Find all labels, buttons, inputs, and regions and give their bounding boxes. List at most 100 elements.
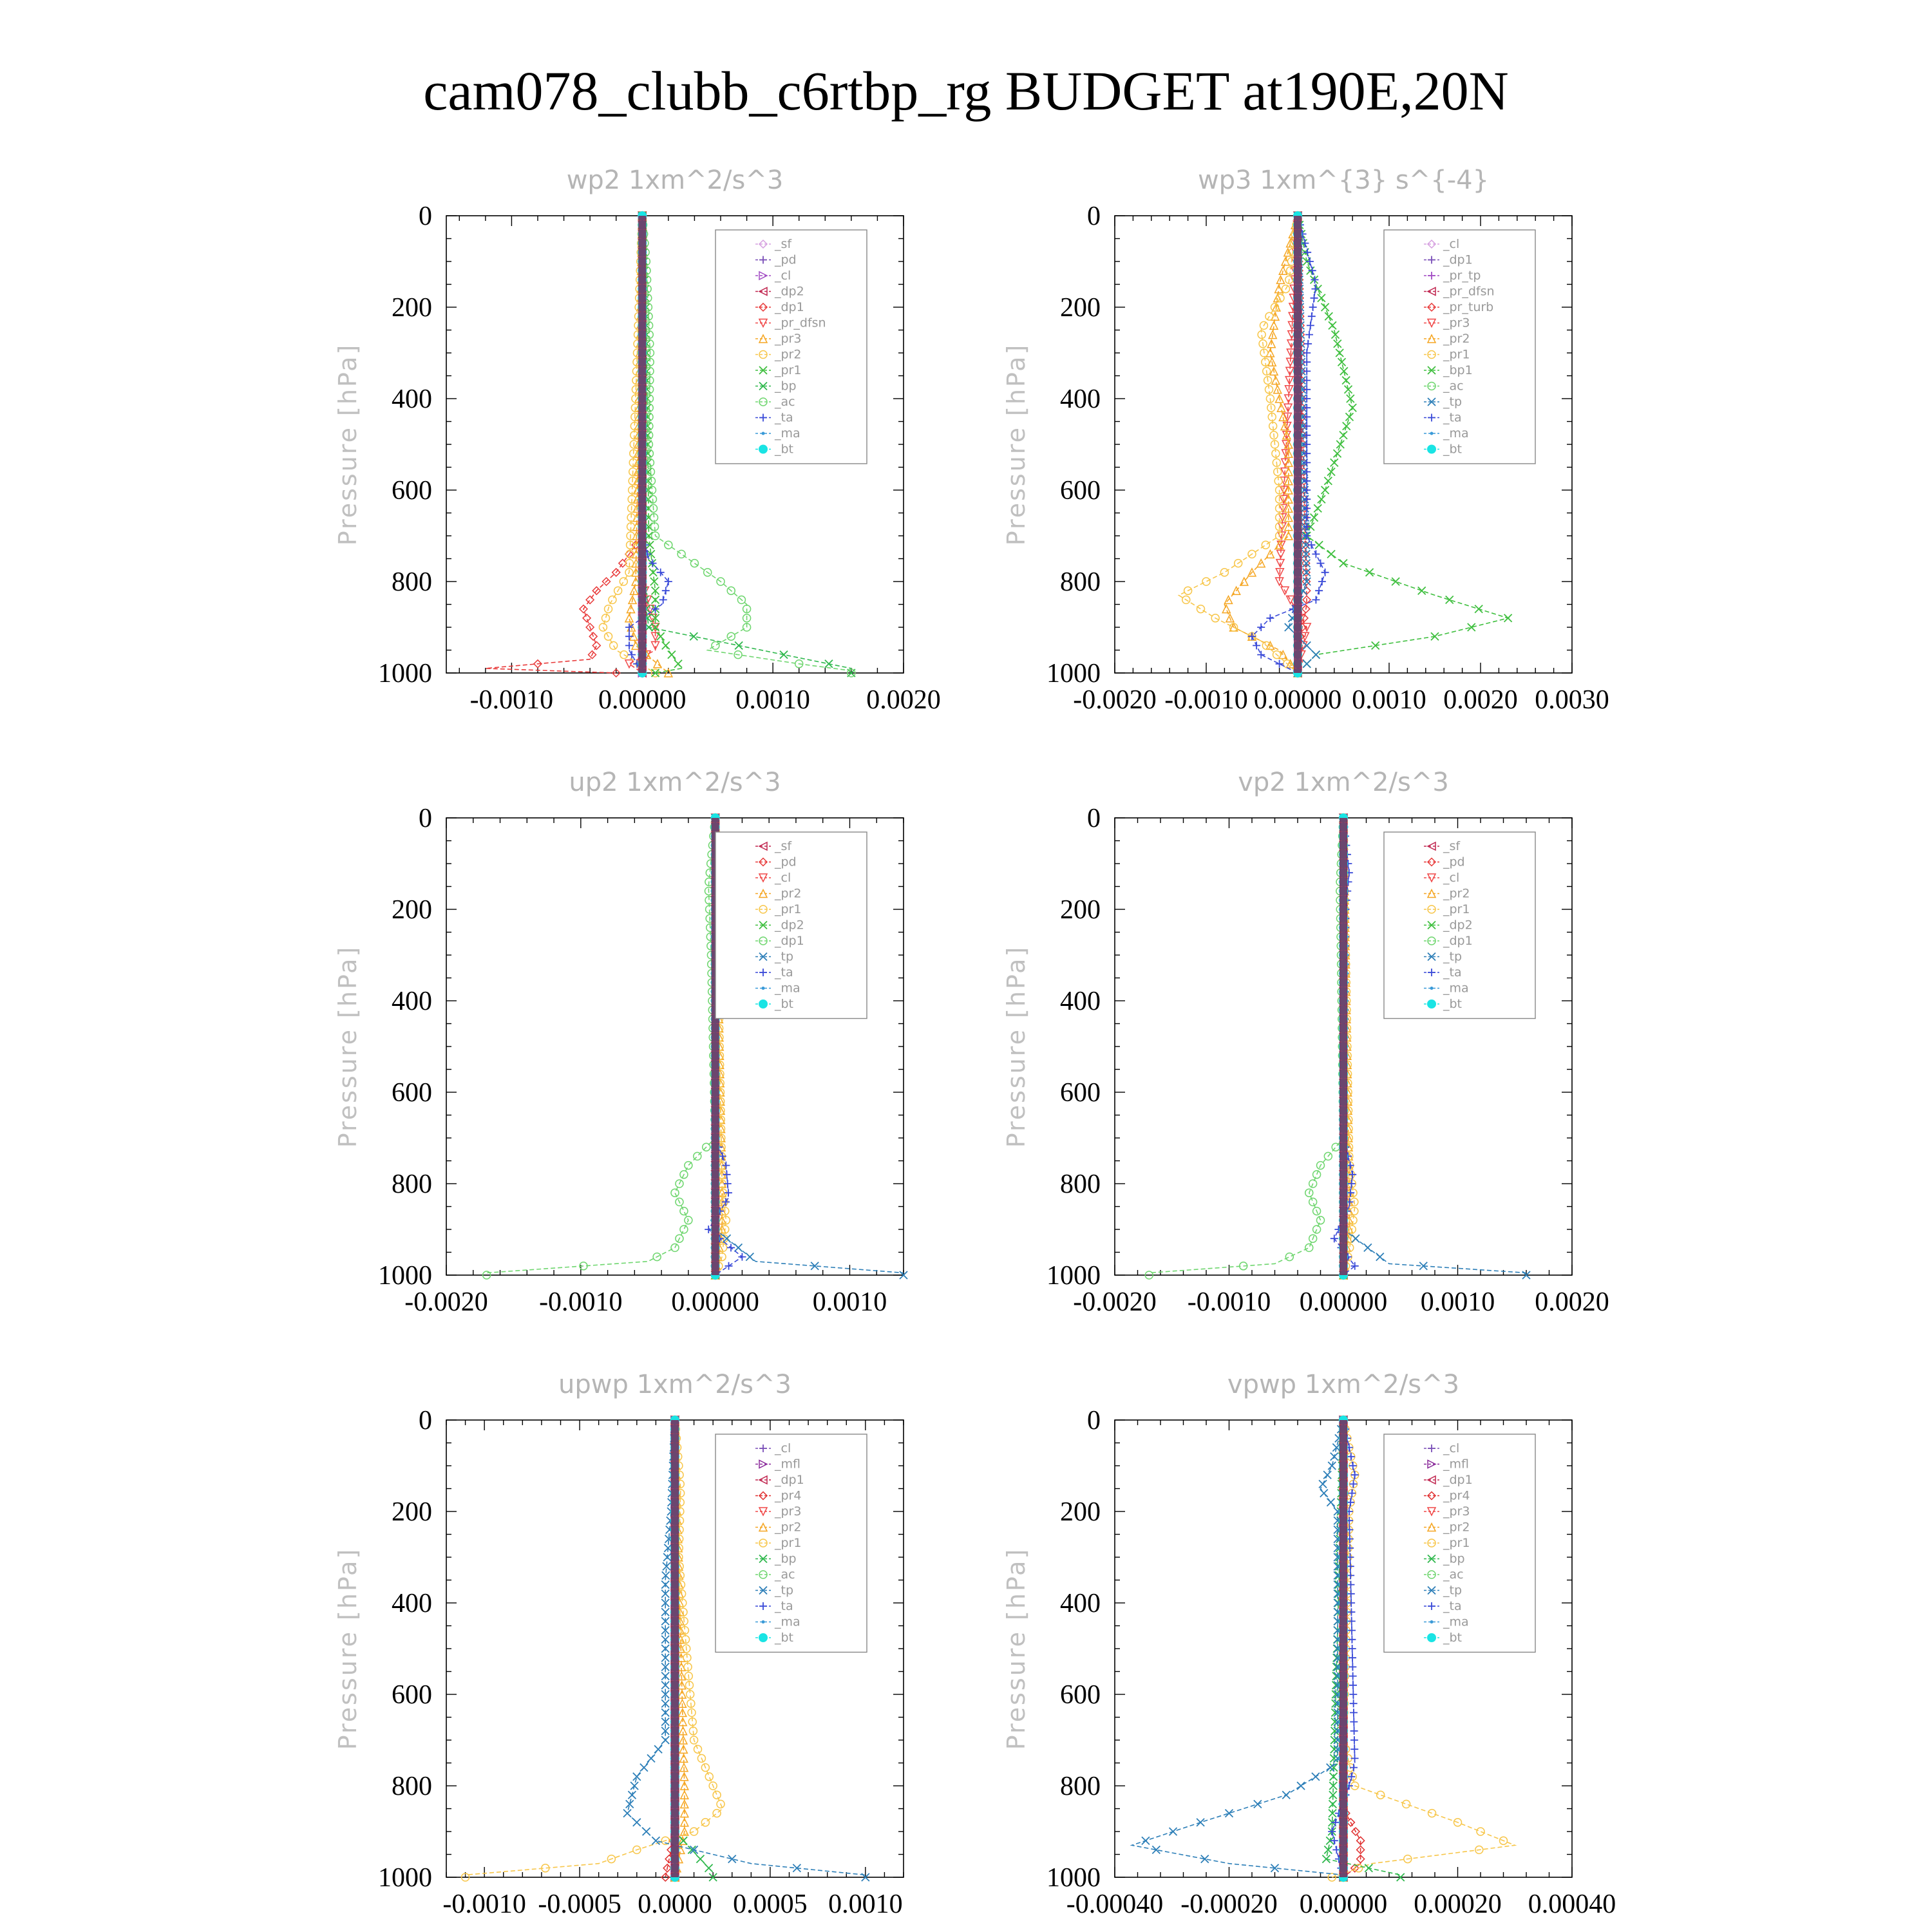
series-point-tp: [1296, 1781, 1305, 1790]
series-point-pr2: [613, 586, 623, 595]
series-point-pr2: [626, 522, 636, 531]
series-point-tp: [1323, 1470, 1332, 1479]
series-point-ta: [1347, 1617, 1356, 1625]
series-point-pr1: [607, 1854, 616, 1864]
legend-label: _ac: [774, 1567, 795, 1582]
series-point-pr1: [650, 614, 660, 623]
legend-label: _pr2: [1443, 887, 1470, 901]
series-point-bp: [1332, 1671, 1341, 1681]
legend-marker: [758, 857, 768, 867]
legend-label: _pr3: [1443, 1504, 1470, 1519]
series-point-dp1: [1305, 1243, 1314, 1253]
series-point-ta: [1321, 568, 1329, 576]
series-point-tp: [1522, 1271, 1531, 1280]
series-point-ta: [1347, 1180, 1356, 1188]
series-point-bp1: [1339, 558, 1348, 568]
series-point-dp1: [675, 1179, 684, 1188]
series-point-ta: [1347, 1498, 1355, 1506]
series-point-ta: [1303, 404, 1311, 412]
series-point-pr2: [679, 1781, 690, 1790]
series-point-bp: [679, 1836, 688, 1845]
series-point-pr2: [1278, 412, 1288, 422]
legend-marker: [758, 318, 768, 328]
series-point-tp: [1330, 1452, 1339, 1461]
series-point-pr4: [1356, 1845, 1365, 1855]
series-point-ta: [1348, 1489, 1356, 1497]
series-point-pr2: [1276, 402, 1286, 412]
legend-marker: [1426, 239, 1437, 249]
series-point-bp1: [1309, 513, 1319, 522]
series-point-tp: [630, 1781, 639, 1790]
series-point-bp: [1329, 1772, 1338, 1781]
series-point-ta: [1275, 659, 1283, 668]
series-point-pr3: [663, 668, 674, 677]
series-point-pr1: [644, 531, 654, 540]
series-point-pr2: [625, 568, 634, 577]
series-point-tp: [654, 1745, 663, 1754]
series-point-ta: [664, 578, 672, 585]
series-point-pr2: [679, 1790, 690, 1799]
series-point-pr2: [598, 623, 608, 632]
series-point-ta: [1303, 358, 1311, 366]
y-tick-label: 200: [1060, 293, 1101, 323]
series-point-ac: [647, 486, 657, 495]
legend-label: _pr_turb: [1443, 300, 1493, 314]
series-point-pr3: [1285, 366, 1295, 377]
series-point-ta: [718, 1152, 726, 1160]
legend-label: _bt: [774, 442, 793, 457]
series-point-bp: [1331, 1681, 1341, 1690]
series-point-pr2: [1283, 503, 1294, 513]
legend-label: _ta: [774, 965, 793, 980]
series-point-pr3: [1284, 385, 1294, 395]
series-point-pr2: [1267, 357, 1277, 366]
series-point-pr2: [677, 1680, 687, 1690]
series-point-pr2: [625, 549, 634, 559]
legend-label: _ta: [1443, 965, 1462, 980]
legend-label: _ma: [774, 981, 800, 996]
series-point-pr3: [630, 640, 641, 650]
series-point-pr2: [1283, 466, 1294, 477]
legend-marker: [1428, 1444, 1435, 1452]
series-point-pr1: [661, 641, 670, 650]
series-point-tp: [1320, 1488, 1329, 1498]
legend-label: _sf: [1443, 839, 1461, 853]
legend-marker: [761, 1620, 765, 1624]
series-point-tp: [661, 1699, 670, 1708]
series-point-ta: [1348, 1645, 1356, 1653]
series-point-pr2: [1285, 238, 1295, 248]
series-point-ac: [703, 568, 712, 577]
x-tick-label: -0.0010: [1188, 1287, 1271, 1317]
series-point-ta: [659, 596, 667, 604]
series-point-tp: [661, 1625, 670, 1635]
series-point-dp1: [592, 641, 601, 650]
legend-marker: [1427, 1586, 1436, 1595]
series-point-dp1: [1238, 1262, 1248, 1271]
series-point-ta: [1347, 1189, 1355, 1197]
series-point-pr2: [629, 449, 638, 458]
legend-marker: [758, 841, 768, 851]
legend-marker: [1427, 952, 1436, 961]
series-point-pr2: [650, 668, 660, 677]
series-point-pr1: [687, 1708, 696, 1718]
legend-marker: [759, 1586, 768, 1595]
legend-label: _pr2: [774, 887, 801, 901]
zero-band-fill: [1340, 1420, 1347, 1877]
series-point-bp1: [1348, 403, 1357, 412]
series-point-dp1: [1316, 1160, 1325, 1170]
series-point-ac: [650, 522, 659, 531]
series-point-pr2: [717, 1215, 727, 1225]
series-point-tp: [1282, 1790, 1291, 1799]
zero-band-fill: [1340, 818, 1347, 1275]
series-point-tp: [728, 1854, 737, 1864]
series-point-ta: [1349, 1480, 1358, 1488]
panel-title: upwp 1xm^2/s^3: [558, 1370, 791, 1399]
x-tick-label: -0.0020: [1073, 685, 1157, 715]
series-point-bp: [1364, 1864, 1373, 1873]
legend-label: _pr2: [774, 1520, 801, 1535]
series-point-pr2: [1224, 594, 1233, 605]
series-point-bp: [1331, 1690, 1340, 1699]
series-point-pr1: [683, 1662, 692, 1672]
series-point-pr2: [1283, 476, 1294, 486]
series-point-pr2: [625, 558, 634, 568]
series-point-ta: [1348, 1635, 1356, 1643]
